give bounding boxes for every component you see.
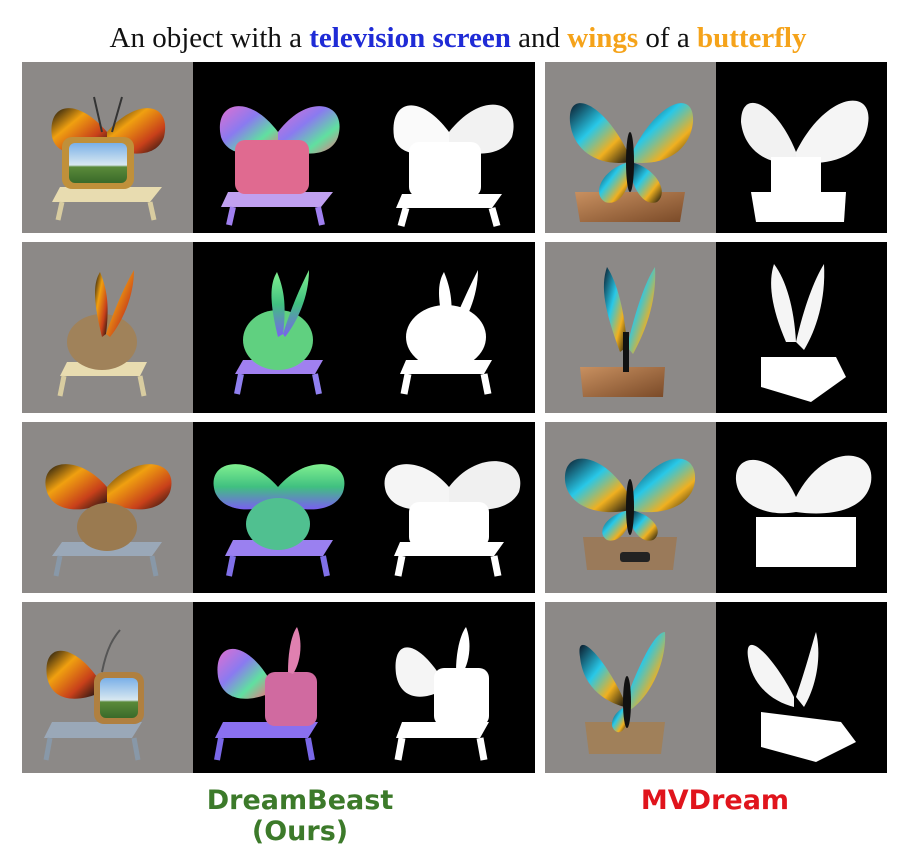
- right-row1-rgb-render: [545, 62, 716, 233]
- left-row3-rgb-render: [22, 422, 193, 593]
- left-row2-rgb-render: [22, 242, 193, 413]
- caption-mvdream: MVDream: [600, 785, 830, 816]
- left-row4-opacity-mask: [364, 602, 535, 773]
- left-row1-normal-map: [193, 62, 364, 233]
- title-mid-1: and: [510, 22, 568, 54]
- title-mid-2: of a: [638, 22, 697, 54]
- figure-title: An object with a television screen and w…: [0, 22, 916, 55]
- right-row4-rgb-render: [545, 602, 716, 773]
- left-row4-normal-map: [193, 602, 364, 773]
- title-term-butterfly: butterfly: [696, 22, 807, 54]
- title-term-television-screen: television screen: [309, 22, 511, 54]
- caption-left-label: DreamBeast (Ours): [206, 785, 394, 847]
- right-row4-opacity-mask: [716, 602, 887, 773]
- caption-right-label: MVDream: [640, 785, 790, 816]
- right-row2-rgb-render: [545, 242, 716, 413]
- left-row2-normal-map: [193, 242, 364, 413]
- title-term-wings: wings: [567, 22, 639, 54]
- left-row2-opacity-mask: [364, 242, 535, 413]
- right-row3-opacity-mask: [716, 422, 887, 593]
- right-row3-rgb-render: [545, 422, 716, 593]
- left-row4-rgb-render: [22, 602, 193, 773]
- caption-dreambeast: DreamBeast (Ours): [160, 785, 440, 847]
- right-row2-opacity-mask: [716, 242, 887, 413]
- left-row3-opacity-mask: [364, 422, 535, 593]
- right-row1-opacity-mask: [716, 62, 887, 233]
- left-row1-rgb-render: [22, 62, 193, 233]
- title-prefix: An object with a: [109, 22, 310, 54]
- left-row3-normal-map: [193, 422, 364, 593]
- left-row1-opacity-mask: [364, 62, 535, 233]
